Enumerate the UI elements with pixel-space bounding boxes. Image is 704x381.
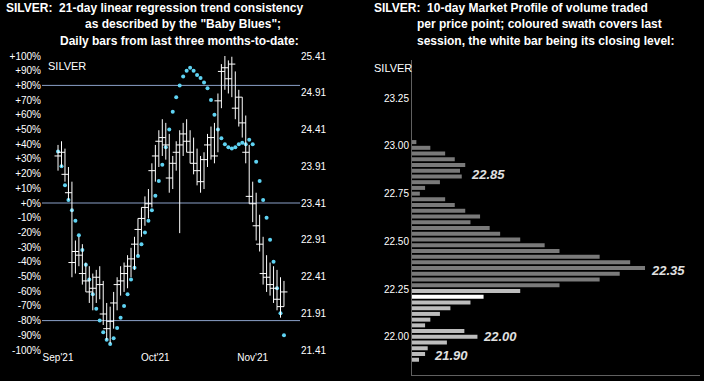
svg-text:22.85: 22.85 [471,167,505,182]
svg-text:22.50: 22.50 [384,236,409,247]
svg-text:Sep'21: Sep'21 [43,352,74,363]
svg-text:SILVER: 10-day Market Profile: SILVER: 10-day Market Profile of volume … [374,1,648,15]
svg-text:23.41: 23.41 [301,198,326,209]
svg-text:-50%: -50% [18,271,41,282]
svg-text:24.41: 24.41 [301,124,326,135]
svg-text:25.41: 25.41 [301,51,326,62]
svg-text:+100%: +100% [10,51,42,62]
svg-text:as described by the "Baby Blue: as described by the "Baby Blues"; [85,17,281,31]
svg-text:22.00: 22.00 [384,331,409,342]
svg-text:+0%: +0% [21,198,41,209]
svg-text:per price point; coloured swat: per price point; coloured swath covers l… [417,17,662,31]
svg-text:+30%: +30% [15,153,41,164]
svg-text:23.00: 23.00 [384,140,409,151]
svg-text:SILVER: SILVER [48,60,86,72]
svg-text:Nov'21: Nov'21 [237,352,268,363]
svg-text:23.91: 23.91 [301,161,326,172]
svg-text:-10%: -10% [18,212,41,223]
svg-text:22.25: 22.25 [384,284,409,295]
svg-text:SILVER: SILVER [374,62,412,74]
svg-text:22.75: 22.75 [384,188,409,199]
svg-text:21.91: 21.91 [301,308,326,319]
svg-text:-90%: -90% [18,330,41,341]
svg-text:Oct'21: Oct'21 [141,352,170,363]
svg-text:+90%: +90% [15,65,41,76]
svg-text:-60%: -60% [18,286,41,297]
svg-text:-30%: -30% [18,242,41,253]
svg-text:SILVER: 21-day linear regress: SILVER: 21-day linear regression trend c… [6,1,304,15]
svg-text:+40%: +40% [15,139,41,150]
svg-text:+60%: +60% [15,109,41,120]
svg-text:+70%: +70% [15,95,41,106]
svg-text:+10%: +10% [15,183,41,194]
svg-text:+50%: +50% [15,124,41,135]
svg-text:session, the white bar being i: session, the white bar being its closing… [417,34,674,48]
svg-text:-80%: -80% [18,315,41,326]
svg-text:-40%: -40% [18,256,41,267]
svg-text:24.91: 24.91 [301,87,326,98]
svg-text:Daily bars from last three mon: Daily bars from last three months-to-dat… [60,34,299,48]
svg-text:23.25: 23.25 [384,93,409,104]
svg-text:22.00: 22.00 [483,329,517,344]
svg-text:22.91: 22.91 [301,234,326,245]
svg-text:22.35: 22.35 [651,263,685,278]
svg-text:-70%: -70% [18,300,41,311]
svg-text:21.90: 21.90 [434,348,468,363]
svg-text:-20%: -20% [18,227,41,238]
svg-text:-100%: -100% [12,345,41,356]
svg-text:22.41: 22.41 [301,271,326,282]
svg-text:21.41: 21.41 [301,345,326,356]
svg-text:+80%: +80% [15,80,41,91]
svg-text:+20%: +20% [15,168,41,179]
